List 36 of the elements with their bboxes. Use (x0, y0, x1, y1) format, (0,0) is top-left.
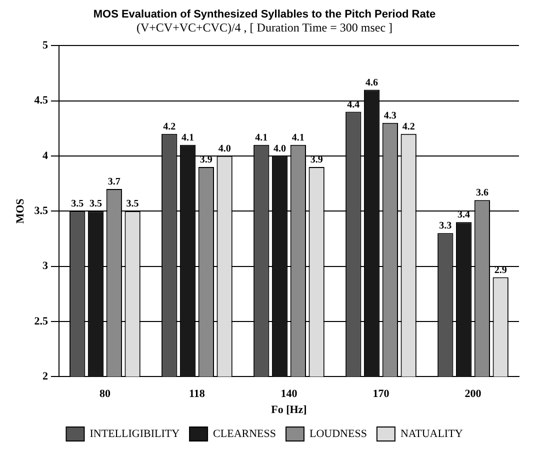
legend-label: INTELLIGIBILITY (90, 428, 180, 440)
x-tick-label: 140 (280, 388, 298, 400)
data-label: 3.3 (439, 220, 452, 232)
x-tick-label: 118 (189, 388, 206, 400)
y-tick-label: 3.5 (34, 204, 48, 217)
data-label: 4.3 (384, 110, 396, 122)
x-tick-label: 200 (464, 388, 482, 400)
data-label: 4.6 (366, 77, 378, 88)
y-tick-label: 4.5 (34, 94, 48, 107)
chart-subtitle: (V+CV+VC+CVC)/4 , [ Duration Time = 300 msec ] (136, 20, 393, 35)
x-tick-label: 170 (372, 388, 390, 400)
data-label: 3.5 (126, 198, 139, 210)
data-label: 3.6 (476, 188, 488, 199)
data-label: 4.1 (255, 132, 268, 144)
data-label: 4.1 (182, 132, 194, 144)
data-label: 4.4 (347, 99, 360, 110)
data-label: 4.1 (292, 132, 304, 144)
y-tick-label: 2 (42, 370, 48, 382)
legend-label: CLEARNESS (213, 428, 276, 440)
data-label: 4.0 (218, 144, 231, 155)
data-label: 3.5 (71, 198, 84, 210)
legend-label: NATUALITY (400, 428, 463, 440)
y-tick-label: 2.5 (34, 315, 48, 328)
x-tick-label: 80 (99, 388, 111, 400)
y-axis-title: MOS (14, 198, 26, 224)
y-tick-label: 5 (42, 39, 48, 52)
data-label: 4.0 (274, 144, 286, 155)
data-label: 4.2 (163, 121, 176, 132)
x-axis-title: Fo [Hz] (271, 404, 307, 416)
data-label: 3.5 (90, 198, 102, 210)
data-label: 4.2 (402, 121, 415, 132)
y-tick-label: 3 (42, 260, 48, 272)
chart-title: MOS Evaluation of Synthesized Syllables to the Pitch Period Rate (93, 8, 436, 21)
legend-label: LOUDNESS (309, 428, 367, 440)
data-label: 3.7 (108, 176, 120, 188)
y-tick-label: 4 (42, 150, 48, 162)
